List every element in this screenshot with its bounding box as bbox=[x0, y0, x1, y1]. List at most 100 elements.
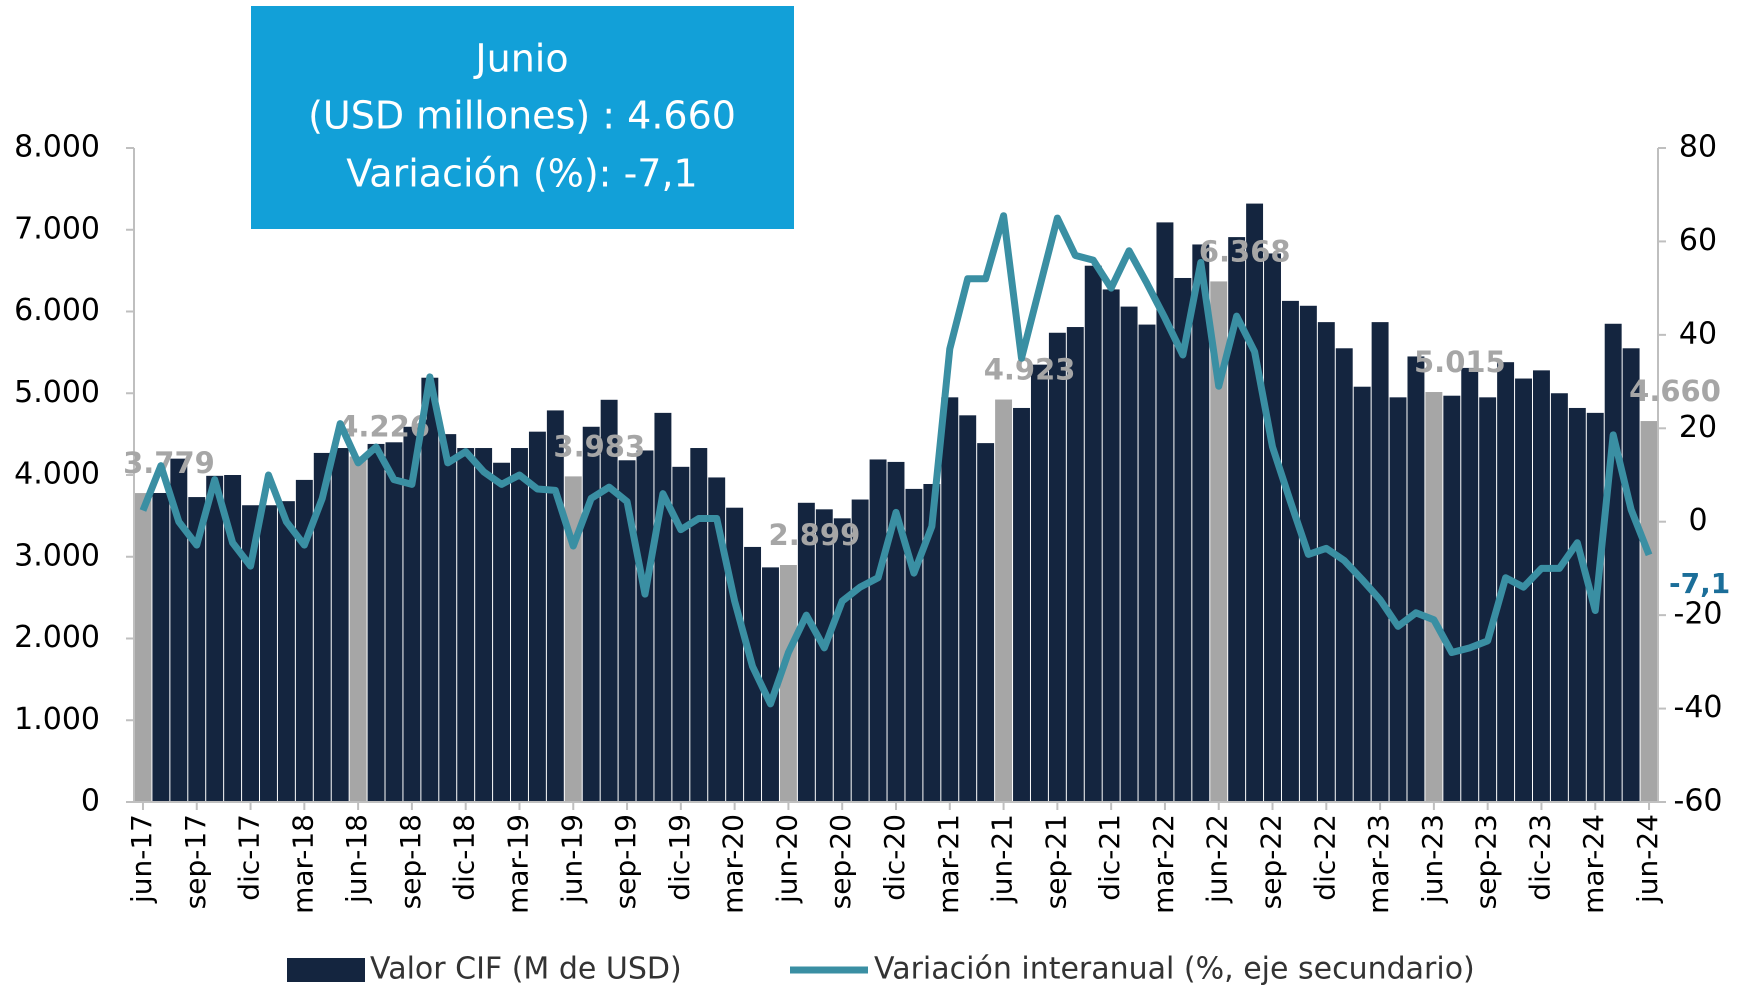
data-label: 2.899 bbox=[769, 518, 861, 552]
data-label: 6.368 bbox=[1199, 234, 1291, 268]
x-tick-label: jun-19 bbox=[555, 814, 588, 904]
x-tick-label: sep-18 bbox=[394, 814, 427, 909]
bar bbox=[977, 443, 995, 802]
bar bbox=[1156, 222, 1174, 802]
bar bbox=[941, 397, 959, 802]
y2-tick-label: -20 bbox=[1674, 597, 1723, 632]
bar bbox=[1048, 332, 1066, 802]
bars bbox=[134, 203, 1658, 803]
bar bbox=[313, 452, 331, 802]
bar bbox=[636, 450, 654, 802]
bar bbox=[582, 426, 600, 802]
x-tick-label: dic-22 bbox=[1308, 814, 1341, 901]
bar bbox=[797, 502, 815, 802]
bar bbox=[762, 567, 779, 802]
bar bbox=[1210, 281, 1228, 802]
bar bbox=[1425, 392, 1443, 802]
annotation: Junio bbox=[473, 37, 568, 81]
bar bbox=[1138, 324, 1156, 802]
y-tick-label: 2.000 bbox=[14, 620, 100, 655]
bar bbox=[564, 476, 582, 802]
x-tick-label: dic-23 bbox=[1523, 814, 1556, 901]
x-tick-label: dic-18 bbox=[448, 814, 481, 901]
bar bbox=[905, 488, 923, 802]
bar bbox=[1174, 277, 1192, 802]
annotation: Variación (%): -7,1 bbox=[346, 152, 697, 196]
legend-label: Valor CIF (M de USD) bbox=[370, 952, 682, 987]
bar bbox=[1317, 322, 1335, 802]
bar bbox=[1640, 421, 1658, 802]
bar bbox=[1084, 265, 1102, 803]
x-tick-label: jun-18 bbox=[340, 814, 373, 904]
bar bbox=[1479, 397, 1497, 802]
bar bbox=[277, 501, 295, 802]
bar bbox=[1228, 237, 1246, 803]
bar bbox=[546, 410, 564, 802]
bar bbox=[600, 399, 618, 802]
y-tick-label: 4.000 bbox=[14, 457, 100, 492]
line bbox=[139, 212, 1653, 708]
bar bbox=[618, 460, 636, 802]
y2-tick-label: 40 bbox=[1679, 316, 1717, 351]
axes bbox=[126, 147, 1666, 810]
bar bbox=[1532, 370, 1550, 802]
x-tick-label: mar-18 bbox=[286, 814, 319, 914]
bar bbox=[1389, 397, 1407, 802]
bar bbox=[206, 475, 224, 802]
y2-tick-label: -40 bbox=[1674, 690, 1723, 725]
bar bbox=[833, 518, 851, 802]
bar bbox=[403, 426, 421, 802]
bar bbox=[654, 412, 672, 802]
bar bbox=[349, 456, 367, 802]
bar bbox=[511, 448, 528, 802]
x-tick-label: mar-20 bbox=[717, 814, 750, 914]
data-label: 5.015 bbox=[1414, 345, 1506, 379]
data-label: -7,1 bbox=[1669, 567, 1730, 600]
bar bbox=[1120, 306, 1138, 802]
x-tick-label: jun-21 bbox=[986, 814, 1019, 904]
x-tick-label: mar-24 bbox=[1577, 814, 1610, 914]
bar bbox=[188, 497, 206, 802]
bar bbox=[779, 565, 797, 802]
bar bbox=[1013, 407, 1030, 802]
y2-tick-label: 60 bbox=[1679, 223, 1717, 258]
x-tick-label: mar-19 bbox=[501, 814, 534, 914]
x-tick-label: sep-20 bbox=[824, 814, 857, 909]
bar bbox=[439, 434, 457, 802]
bar bbox=[1246, 203, 1264, 803]
y2-tick-label: 20 bbox=[1679, 410, 1717, 445]
x-tick-label: mar-23 bbox=[1362, 814, 1395, 914]
bar bbox=[1264, 253, 1281, 802]
bar bbox=[528, 431, 546, 802]
data-label: 4.226 bbox=[338, 410, 430, 444]
legend-swatch bbox=[287, 958, 365, 982]
x-tick-label: sep-17 bbox=[179, 814, 212, 909]
x-tick-label: dic-17 bbox=[233, 814, 266, 901]
bar bbox=[1568, 407, 1586, 802]
bar bbox=[959, 415, 977, 802]
bar bbox=[475, 448, 493, 802]
x-tick-label: jun-20 bbox=[770, 814, 803, 904]
y-tick-label: 6.000 bbox=[14, 293, 100, 328]
bar bbox=[1335, 348, 1353, 802]
bar bbox=[170, 458, 188, 802]
x-tick-label: jun-23 bbox=[1416, 814, 1449, 904]
bar bbox=[1550, 393, 1568, 802]
bar bbox=[887, 461, 905, 802]
y-tick-label: 5.000 bbox=[14, 375, 100, 410]
bar bbox=[1066, 327, 1084, 802]
bar bbox=[1371, 322, 1389, 802]
x-tick-label: sep-22 bbox=[1255, 814, 1288, 909]
bar bbox=[1281, 300, 1299, 802]
bar bbox=[134, 493, 152, 802]
bar bbox=[815, 509, 833, 802]
x-tick-label: dic-19 bbox=[663, 814, 696, 901]
y-tick-label: 8.000 bbox=[14, 130, 100, 165]
bar bbox=[1407, 356, 1425, 802]
y-tick-label: 7.000 bbox=[14, 211, 100, 246]
y2-tick-label: 0 bbox=[1688, 503, 1707, 538]
bar bbox=[869, 459, 887, 802]
bar bbox=[726, 507, 744, 802]
bar bbox=[1353, 386, 1371, 802]
